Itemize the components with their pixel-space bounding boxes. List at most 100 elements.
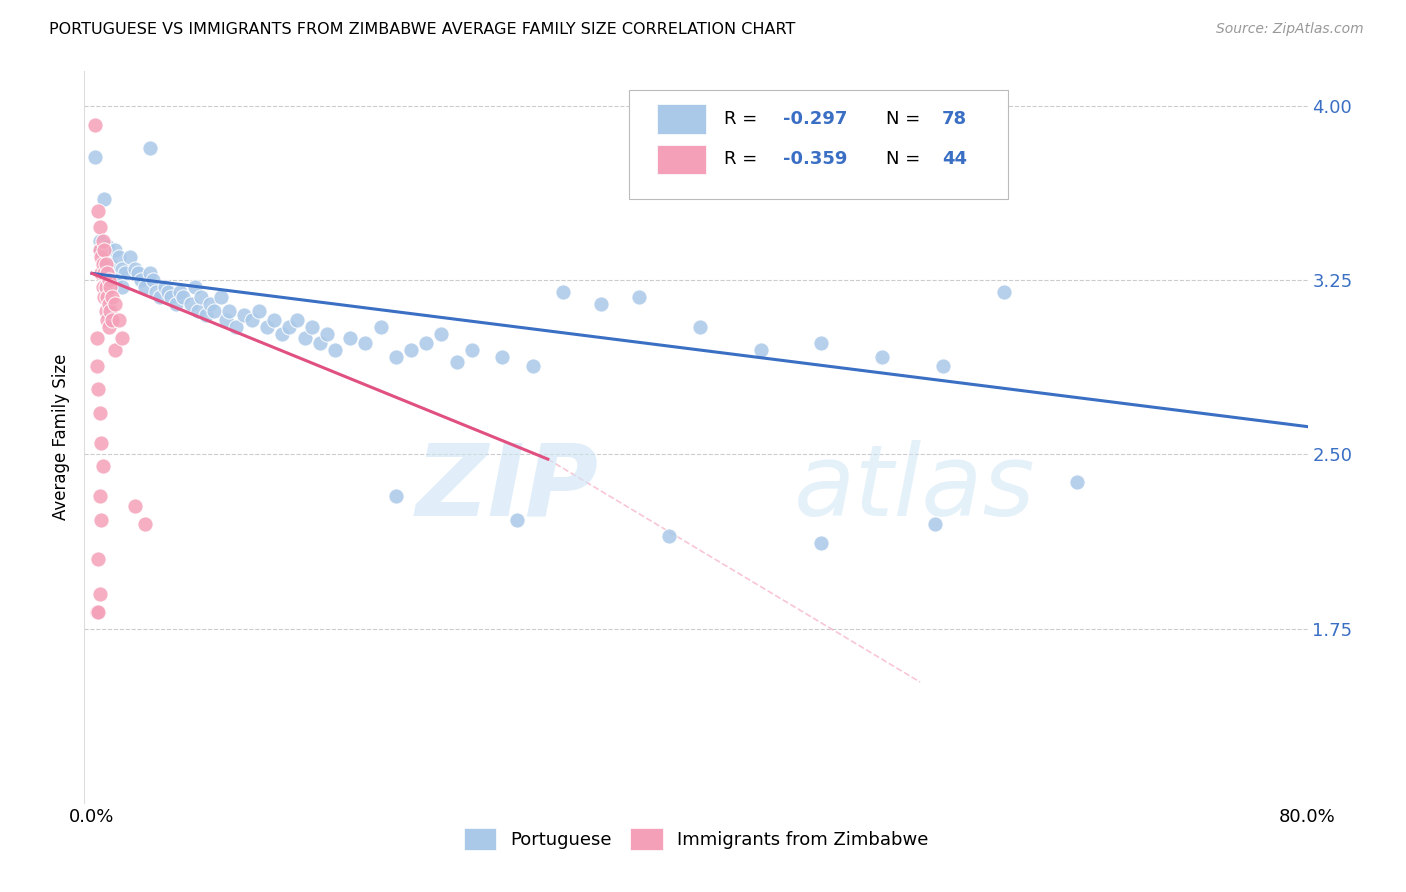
Point: [232, 308, 254, 322]
Text: R =: R =: [724, 150, 763, 168]
Point: [932, 359, 955, 374]
Text: N =: N =: [886, 110, 925, 128]
Point: [127, 266, 149, 280]
Point: [184, 280, 207, 294]
Point: [104, 273, 127, 287]
Point: [187, 303, 209, 318]
Point: [104, 296, 127, 310]
Point: [323, 343, 346, 357]
Point: [93, 250, 115, 264]
Point: [430, 326, 453, 341]
Point: [100, 313, 122, 327]
Y-axis label: Average Family Size: Average Family Size: [52, 354, 70, 520]
Point: [108, 313, 131, 327]
Bar: [657, 104, 706, 134]
Point: [385, 350, 408, 364]
Point: [156, 285, 179, 299]
Point: [209, 290, 232, 304]
Point: [627, 290, 650, 304]
Point: [399, 343, 422, 357]
Point: [86, 606, 108, 620]
Point: [89, 243, 111, 257]
Point: [316, 326, 339, 341]
Point: [993, 285, 1015, 299]
Text: N =: N =: [886, 150, 925, 168]
Point: [124, 261, 146, 276]
Point: [90, 436, 112, 450]
Point: [301, 319, 323, 334]
Point: [90, 250, 112, 264]
Point: [589, 296, 612, 310]
Point: [91, 459, 114, 474]
Point: [89, 243, 111, 257]
Point: [134, 280, 156, 294]
Text: 44: 44: [942, 150, 967, 168]
Point: [98, 280, 121, 294]
Point: [339, 331, 361, 345]
Point: [108, 250, 131, 264]
Point: [94, 280, 117, 294]
Text: ZIP: ZIP: [415, 440, 598, 537]
Point: [810, 535, 832, 549]
Point: [461, 343, 484, 357]
Point: [278, 319, 301, 334]
Point: [97, 319, 120, 334]
Legend: Portuguese, Immigrants from Zimbabwe: Portuguese, Immigrants from Zimbabwe: [457, 822, 935, 858]
Point: [370, 319, 392, 334]
Point: [96, 313, 118, 327]
Point: [385, 489, 408, 503]
Point: [111, 280, 134, 294]
Point: [190, 290, 212, 304]
Point: [491, 350, 513, 364]
Point: [89, 489, 111, 503]
Point: [294, 331, 316, 345]
Point: [87, 552, 110, 566]
Point: [86, 359, 108, 374]
Point: [870, 350, 893, 364]
Point: [114, 266, 136, 280]
Point: [658, 529, 681, 543]
Point: [165, 296, 187, 310]
Point: [104, 243, 127, 257]
Point: [93, 192, 115, 206]
Point: [202, 303, 225, 318]
Point: [87, 383, 110, 397]
Point: [84, 118, 107, 132]
Point: [285, 313, 308, 327]
Point: [89, 587, 111, 601]
Point: [100, 290, 122, 304]
Point: [91, 257, 114, 271]
Point: [256, 319, 278, 334]
Point: [263, 313, 285, 327]
Point: [215, 313, 238, 327]
Point: [111, 261, 134, 276]
Text: R =: R =: [724, 110, 763, 128]
Text: -0.297: -0.297: [783, 110, 848, 128]
Point: [138, 141, 160, 155]
Point: [506, 512, 529, 526]
Point: [96, 266, 118, 280]
Point: [240, 313, 263, 327]
Point: [90, 266, 112, 280]
Point: [180, 296, 202, 310]
Point: [118, 250, 141, 264]
Point: [97, 296, 120, 310]
Point: [91, 280, 114, 294]
Point: [924, 517, 946, 532]
Point: [194, 308, 217, 322]
Point: [94, 257, 117, 271]
Text: PORTUGUESE VS IMMIGRANTS FROM ZIMBABWE AVERAGE FAMILY SIZE CORRELATION CHART: PORTUGUESE VS IMMIGRANTS FROM ZIMBABWE A…: [49, 22, 796, 37]
Point: [145, 285, 167, 299]
Point: [149, 290, 172, 304]
Point: [138, 266, 160, 280]
Point: [96, 290, 118, 304]
Point: [129, 273, 152, 287]
Point: [96, 238, 118, 252]
Point: [142, 273, 165, 287]
Text: Source: ZipAtlas.com: Source: ZipAtlas.com: [1216, 22, 1364, 37]
Point: [218, 303, 240, 318]
Point: [90, 512, 112, 526]
Point: [810, 336, 832, 351]
Point: [200, 296, 222, 310]
Point: [104, 343, 127, 357]
